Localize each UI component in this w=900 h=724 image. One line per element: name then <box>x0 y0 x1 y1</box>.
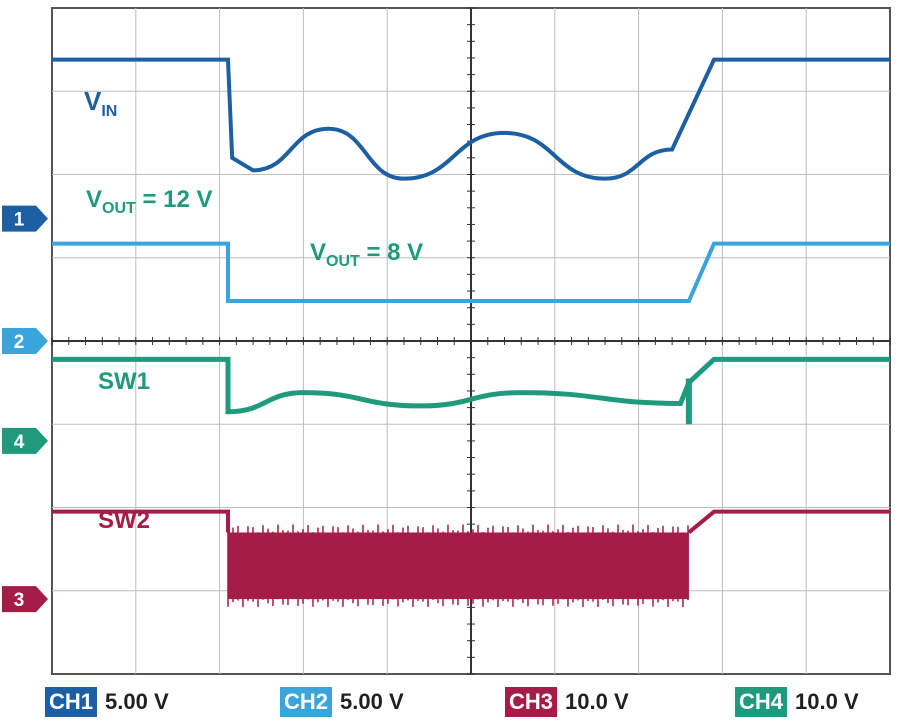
footer-ch1: CH1 5.00 V <box>45 685 169 719</box>
footer-ch2: CH2 5.00 V <box>280 685 404 719</box>
ch2-tag: CH2 <box>280 687 333 717</box>
ch4-tag: CH4 <box>735 687 788 717</box>
vout-8v-label: VOUT = 8 V <box>310 239 423 270</box>
ch1-tag: CH1 <box>45 687 98 717</box>
channel-marker <box>2 205 48 232</box>
ch1-scale: 5.00 V <box>105 689 169 714</box>
traces <box>52 57 890 608</box>
annotations: VIN VOUT = 12 V VOUT = 8 V SW1 SW2 <box>84 86 423 534</box>
ch2-scale: 5.00 V <box>340 689 404 714</box>
channel-marker-label: 4 <box>14 432 25 453</box>
sw2-label: SW2 <box>98 507 150 534</box>
channel-marker <box>2 586 48 613</box>
ch3-tag: CH3 <box>505 687 558 717</box>
channel-markers: 1 2 4 3 <box>2 205 48 613</box>
ch2-vout-trace <box>52 241 890 304</box>
channel-marker-label: 1 <box>14 210 25 231</box>
sw1-label: SW1 <box>98 368 150 395</box>
ch1-vin-trace <box>52 57 890 181</box>
oscilloscope-screen: VIN VOUT = 12 V VOUT = 8 V SW1 SW2 1 2 4 3 <box>2 7 891 675</box>
vin-label: VIN <box>84 86 117 120</box>
footer-ch3: CH3 10.0 V <box>505 685 629 719</box>
footer-ch4: CH4 10.0 V <box>735 685 859 719</box>
ch3-sw2-trace <box>52 509 890 535</box>
ch4-sw1-trace <box>52 356 890 415</box>
channel-marker <box>2 328 48 354</box>
ch4-scale: 10.0 V <box>795 689 859 714</box>
channel-marker-label: 3 <box>14 590 25 611</box>
ch3-switching-noise <box>227 524 689 608</box>
channel-marker-label: 2 <box>14 332 25 353</box>
vout-12v-label: VOUT = 12 V <box>86 186 213 217</box>
ch3-scale: 10.0 V <box>565 689 629 714</box>
channel-marker <box>2 427 48 454</box>
